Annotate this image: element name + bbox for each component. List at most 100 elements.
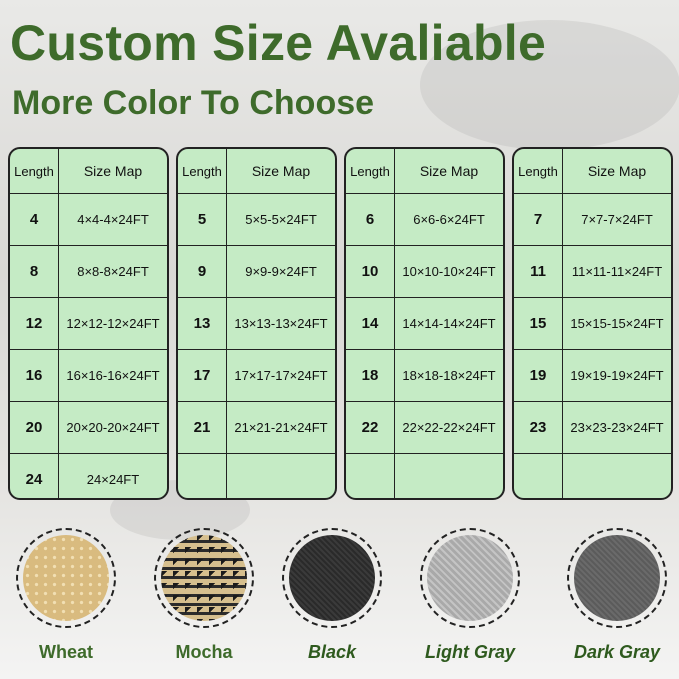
length-cell: 9 (178, 246, 227, 297)
length-cell: 4 (10, 194, 59, 245)
mesh-texture (427, 535, 513, 621)
table-row: 24 24×24FT (10, 454, 167, 498)
table-row: 11 11×11-11×24FT (514, 246, 671, 298)
table-row: 13 13×13-13×24FT (178, 298, 335, 350)
length-cell: 22 (346, 402, 395, 453)
length-cell: 15 (514, 298, 563, 349)
table-row: 17 17×17-17×24FT (178, 350, 335, 402)
length-cell: 19 (514, 350, 563, 401)
table-header: Length Size Map (514, 149, 671, 194)
size-cell: 20×20-20×24FT (66, 420, 160, 435)
table-row: 14 14×14-14×24FT (346, 298, 503, 350)
header-length: Length (178, 149, 227, 193)
table-row: 6 6×6-6×24FT (346, 194, 503, 246)
header-size-map: Size Map (251, 163, 311, 179)
table-row: 15 15×15-15×24FT (514, 298, 671, 350)
length-cell: 14 (346, 298, 395, 349)
table-row: 8 8×8-8×24FT (10, 246, 167, 298)
color-label: Mocha (175, 642, 233, 662)
size-cell: 15×15-15×24FT (570, 316, 664, 331)
length-cell: 13 (178, 298, 227, 349)
size-cell: 17×17-17×24FT (234, 368, 328, 383)
length-cell: 10 (346, 246, 395, 297)
size-cell: 14×14-14×24FT (402, 316, 496, 331)
size-cell: 10×10-10×24FT (402, 264, 496, 279)
color-swatch-wheat (16, 528, 116, 628)
background-machine (420, 20, 679, 150)
table-row: 7 7×7-7×24FT (514, 194, 671, 246)
color-label: Light Gray (424, 642, 515, 662)
length-cell: 6 (346, 194, 395, 245)
length-cell: 21 (178, 402, 227, 453)
size-table: Length Size Map 6 6×6-6×24FT 10 10×10-10×24FT… (344, 147, 505, 500)
table-row: 16 16×16-16×24FT (10, 350, 167, 402)
size-cell: 6×6-6×24FT (413, 212, 485, 227)
page-title: Custom Size Avaliable (10, 15, 547, 71)
table-row: 12 12×12-12×24FT (10, 298, 167, 350)
size-cell: 23×23-23×24FT (570, 420, 664, 435)
length-cell: 23 (514, 402, 563, 453)
size-cell: 19×19-19×24FT (570, 368, 664, 383)
mesh-texture (161, 535, 247, 621)
header-length: Length (10, 149, 59, 193)
length-cell: 18 (346, 350, 395, 401)
table-row (346, 454, 503, 498)
table-row: 23 23×23-23×24FT (514, 402, 671, 454)
length-cell: 5 (178, 194, 227, 245)
size-cell: 16×16-16×24FT (66, 368, 160, 383)
size-cell (563, 454, 671, 498)
header-length: Length (346, 149, 395, 193)
length-cell: 24 (10, 454, 59, 498)
table-row: 22 22×22-22×24FT (346, 402, 503, 454)
length-cell (178, 454, 227, 498)
color-label: Wheat (39, 642, 93, 662)
table-header: Length Size Map (178, 149, 335, 194)
table-header: Length Size Map (10, 149, 167, 194)
size-cell: 9×9-9×24FT (245, 264, 317, 279)
color-label: Dark Gray (573, 642, 661, 662)
table-row: 4 4×4-4×24FT (10, 194, 167, 246)
size-cell (395, 454, 503, 498)
size-cell: 11×11-11×24FT (571, 264, 663, 279)
header-size-map: Size Map (587, 163, 647, 179)
size-cell: 5×5-5×24FT (245, 212, 317, 227)
mesh-texture (23, 535, 109, 621)
page-subtitle: More Color To Choose (12, 84, 375, 122)
size-cell: 8×8-8×24FT (77, 264, 149, 279)
size-table: Length Size Map 4 4×4-4×24FT 8 8×8-8×24FT 12 12… (8, 147, 169, 500)
size-cell: 24×24FT (86, 471, 140, 487)
size-cell: 7×7-7×24FT (581, 212, 653, 227)
size-cell: 22×22-22×24FT (402, 420, 496, 435)
color-swatch-mocha (154, 528, 254, 628)
table-row: 5 5×5-5×24FT (178, 194, 335, 246)
length-cell (514, 454, 563, 498)
size-table: Length Size Map 5 5×5-5×24FT 9 9×9-9×24FT 13 13… (176, 147, 337, 500)
length-cell: 17 (178, 350, 227, 401)
color-swatch-light-gray (420, 528, 520, 628)
length-cell: 7 (514, 194, 563, 245)
size-cell: 4×4-4×24FT (77, 212, 149, 227)
size-cell: 21×21-21×24FT (234, 420, 328, 435)
table-row: 10 10×10-10×24FT (346, 246, 503, 298)
mesh-texture (574, 535, 660, 621)
header-size-map: Size Map (419, 163, 479, 179)
header-size-map: Size Map (83, 163, 143, 179)
table-row: 21 21×21-21×24FT (178, 402, 335, 454)
color-swatch-dark-gray (567, 528, 667, 628)
size-cell (227, 454, 335, 498)
color-label: Black (307, 642, 357, 662)
size-table: Length Size Map 7 7×7-7×24FT 11 11×11-11×24FT… (512, 147, 673, 500)
table-row: 9 9×9-9×24FT (178, 246, 335, 298)
length-cell: 20 (10, 402, 59, 453)
table-header: Length Size Map (346, 149, 503, 194)
length-cell: 8 (10, 246, 59, 297)
length-cell: 16 (10, 350, 59, 401)
length-cell (346, 454, 395, 498)
table-row: 18 18×18-18×24FT (346, 350, 503, 402)
color-swatch-black (282, 528, 382, 628)
length-cell: 12 (10, 298, 59, 349)
table-row (178, 454, 335, 498)
header-length: Length (514, 149, 563, 193)
size-cell: 13×13-13×24FT (234, 316, 328, 331)
table-row (514, 454, 671, 498)
